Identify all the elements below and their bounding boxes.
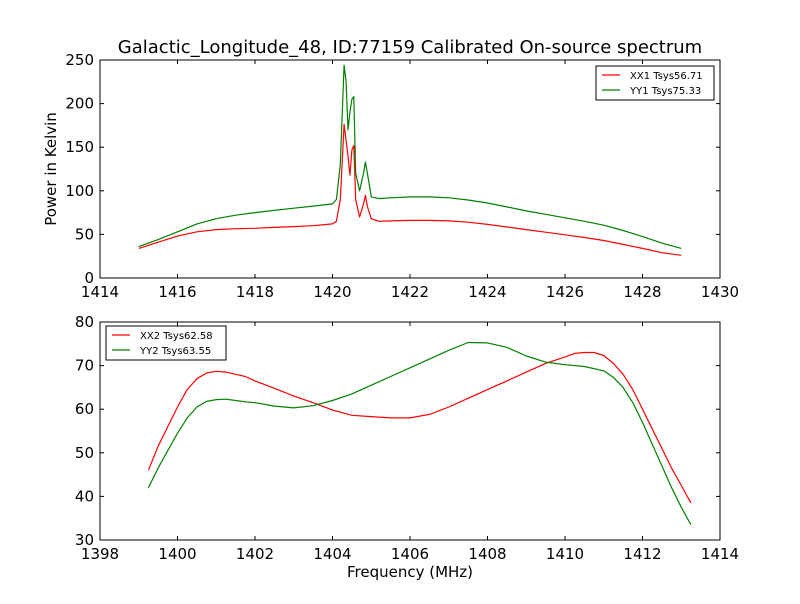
bottom-y-tick-label: 30	[75, 531, 94, 549]
chart-title: Galactic_Longitude_48, ID:77159 Calibrat…	[118, 37, 702, 58]
bottom-legend-label-1: XX2 Tsys62.58	[140, 331, 213, 342]
bottom-series-line-2	[147, 341, 692, 525]
bottom-x-tick-label: 1410	[546, 545, 584, 563]
top-y-tick-label: 150	[65, 138, 94, 156]
bottom-y-tick-label: 50	[75, 444, 94, 462]
bottom-x-tick-label: 1414	[701, 545, 739, 563]
top-x-tick-label: 1426	[546, 283, 584, 301]
bottom-y-tick-label: 80	[75, 313, 94, 331]
top-series-line-2	[138, 64, 682, 249]
top-panel: 1414 1416 1418 1420 1422 1424 1426 1428 1430 0 50 1…	[65, 51, 739, 301]
top-y-tick-label: 0	[84, 269, 94, 287]
top-y-tick-label: 50	[75, 225, 94, 243]
bottom-panel: 1398 1400 1402 1404 1406 1408 1410 1412 1414 30 40…	[75, 313, 739, 563]
top-x-tick-label: 1430	[701, 283, 739, 301]
top-legend-box	[595, 65, 715, 101]
bottom-y-tick-label: 70	[75, 357, 94, 375]
bottom-x-tick-label: 1412	[623, 545, 661, 563]
bottom-y-tick-label: 60	[75, 400, 94, 418]
top-y-tick-label: 200	[65, 95, 94, 113]
bottom-x-axis-label: Frequency (MHz)	[347, 563, 473, 581]
top-y-axis-label: Power in Kelvin	[42, 112, 60, 226]
bottom-legend: XX2 Tsys62.58 YY2 Tsys63.55	[105, 325, 227, 361]
top-legend: XX1 Tsys56.71 YY1 Tsys75.33	[595, 65, 715, 101]
bottom-series-line-1	[147, 351, 692, 504]
top-legend-label-1: XX1 Tsys56.71	[630, 71, 703, 82]
top-x-tick-label: 1416	[158, 283, 196, 301]
top-x-tick-label: 1422	[391, 283, 429, 301]
top-x-tick-label: 1424	[468, 283, 506, 301]
bottom-x-tick-label: 1400	[158, 545, 196, 563]
bottom-x-tick-label: 1402	[236, 545, 274, 563]
top-x-tick-label: 1414	[81, 283, 119, 301]
top-x-tick-label: 1418	[236, 283, 274, 301]
bottom-x-tick-label: 1406	[391, 545, 429, 563]
bottom-x-tick-label: 1408	[468, 545, 506, 563]
bottom-x-tick-label: 1404	[313, 545, 351, 563]
top-y-tick-label: 100	[65, 182, 94, 200]
top-series-line-1	[138, 123, 682, 256]
bottom-x-tick-label: 1398	[81, 545, 119, 563]
bottom-y-tick-label: 40	[75, 487, 94, 505]
top-y-tick-label: 250	[65, 51, 94, 69]
top-x-tick-label: 1428	[623, 283, 661, 301]
bottom-legend-box	[105, 325, 227, 361]
top-x-tick-label: 1420	[313, 283, 351, 301]
top-legend-label-2: YY1 Tsys75.33	[629, 86, 701, 97]
bottom-legend-label-2: YY2 Tsys63.55	[139, 346, 211, 357]
